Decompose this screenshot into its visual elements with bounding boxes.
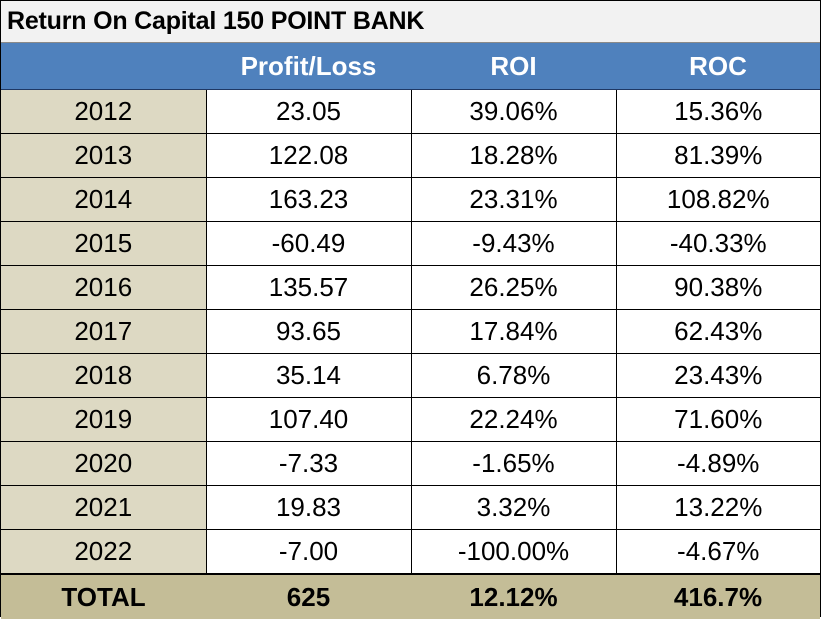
profit-loss-cell: 23.05 (206, 89, 412, 134)
total-label: TOTAL (1, 573, 206, 619)
total-row: TOTAL 625 12.12% 416.7% (1, 573, 820, 619)
table-row: 2019 107.40 22.24% 71.60% (1, 397, 820, 442)
year-cell: 2015 (1, 221, 207, 266)
year-cell: 2016 (1, 265, 207, 310)
table-row: 2022 -7.00 -100.00% -4.67% (1, 529, 820, 575)
roc-cell: 90.38% (616, 265, 820, 310)
roi-cell: 3.32% (411, 485, 617, 530)
table-row: 2016 135.57 26.25% 90.38% (1, 265, 820, 310)
year-cell: 2019 (1, 397, 207, 442)
year-cell: 2018 (1, 353, 207, 398)
profit-loss-cell: 135.57 (206, 265, 412, 310)
title-bar: Return On Capital 150 POINT BANK (1, 1, 820, 43)
returns-table: Profit/Loss ROI ROC 2012 23.05 39.06% 15.36… (1, 43, 820, 619)
year-cell: 2014 (1, 177, 207, 222)
roi-cell: -1.65% (411, 441, 617, 486)
roi-cell: 39.06% (411, 89, 617, 134)
roc-cell: 15.36% (616, 89, 820, 134)
roi-cell: 26.25% (411, 265, 617, 310)
table-title: Return On Capital 150 POINT BANK (7, 7, 425, 35)
profit-loss-cell: -7.00 (206, 529, 412, 575)
profit-loss-cell: 122.08 (206, 133, 412, 178)
header-roi: ROI (411, 43, 616, 90)
year-cell: 2020 (1, 441, 207, 486)
roc-cell: -4.67% (616, 529, 820, 575)
roc-cell: 108.82% (616, 177, 820, 222)
roi-cell: 22.24% (411, 397, 617, 442)
roc-cell: 13.22% (616, 485, 820, 530)
profit-loss-cell: -7.33 (206, 441, 412, 486)
year-cell: 2017 (1, 309, 207, 354)
year-cell: 2021 (1, 485, 207, 530)
roi-cell: 23.31% (411, 177, 617, 222)
roc-cell: 62.43% (616, 309, 820, 354)
roi-cell: 6.78% (411, 353, 617, 398)
year-cell: 2012 (1, 89, 207, 134)
roc-cell: -4.89% (616, 441, 820, 486)
roc-cell: 71.60% (616, 397, 820, 442)
total-roc: 416.7% (616, 573, 820, 619)
table-row: 2013 122.08 18.28% 81.39% (1, 133, 820, 178)
header-year (1, 43, 206, 90)
profit-loss-cell: 19.83 (206, 485, 412, 530)
table-row: 2018 35.14 6.78% 23.43% (1, 353, 820, 398)
header-row: Profit/Loss ROI ROC (1, 43, 820, 90)
year-cell: 2013 (1, 133, 207, 178)
table-row: 2012 23.05 39.06% 15.36% (1, 89, 820, 134)
table-row: 2014 163.23 23.31% 108.82% (1, 177, 820, 222)
total-profit-loss: 625 (206, 573, 411, 619)
roc-cell: 23.43% (616, 353, 820, 398)
total-roi: 12.12% (411, 573, 616, 619)
table-row: 2020 -7.33 -1.65% -4.89% (1, 441, 820, 486)
roi-cell: 18.28% (411, 133, 617, 178)
table-body: 2012 23.05 39.06% 15.36% 2013 122.08 18.28% 81.… (1, 89, 820, 575)
roi-cell: -9.43% (411, 221, 617, 266)
roc-cell: -40.33% (616, 221, 820, 266)
profit-loss-cell: 35.14 (206, 353, 412, 398)
profit-loss-cell: 107.40 (206, 397, 412, 442)
profit-loss-cell: 163.23 (206, 177, 412, 222)
profit-loss-cell: 93.65 (206, 309, 412, 354)
profit-loss-cell: -60.49 (206, 221, 412, 266)
table-row: 2017 93.65 17.84% 62.43% (1, 309, 820, 354)
roi-cell: 17.84% (411, 309, 617, 354)
roi-cell: -100.00% (411, 529, 617, 575)
table-row: 2015 -60.49 -9.43% -40.33% (1, 221, 820, 266)
year-cell: 2022 (1, 529, 207, 575)
roc-cell: 81.39% (616, 133, 820, 178)
header-roc: ROC (616, 43, 820, 90)
table-row: 2021 19.83 3.32% 13.22% (1, 485, 820, 530)
header-profit-loss: Profit/Loss (206, 43, 411, 90)
